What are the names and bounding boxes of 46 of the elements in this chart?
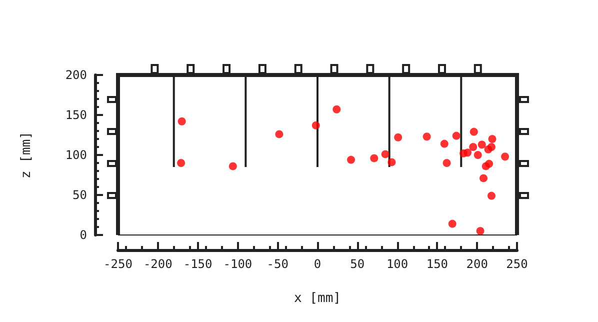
x-tick-label: -150 [183,257,212,271]
point [488,135,496,143]
y-tick-label: 150 [65,108,87,122]
point [448,220,456,228]
point [470,128,478,136]
point [440,140,448,148]
point [452,132,460,140]
point [370,154,378,162]
point [464,148,472,157]
point [476,227,484,235]
point [275,130,284,138]
point [479,174,488,182]
point [177,159,186,167]
x-tick-label: -200 [143,257,172,271]
point [394,133,402,142]
y-axis-title: z [mm] [19,132,34,178]
point [474,151,482,159]
x-tick-label: 150 [426,257,448,271]
point [381,150,390,158]
point [422,132,431,141]
y-tick-label: 100 [65,148,87,162]
point [487,192,496,200]
point [482,162,490,170]
point [484,145,492,154]
x-tick-label: 50 [350,257,365,271]
x-tick-label: -100 [223,257,252,271]
x-tick-label: 250 [506,257,528,271]
point [312,121,320,130]
point [469,143,478,151]
point [442,159,451,167]
point [388,158,396,166]
y-tick-label: 50 [72,188,87,202]
point [228,162,237,170]
x-tick-label: -50 [266,257,288,271]
point [178,117,186,126]
y-tick-label: 200 [65,68,87,82]
point [501,152,510,161]
x-tick-label: 0 [314,257,322,271]
point [347,156,356,164]
x-axis-title: x [mm] [294,291,341,306]
y-tick-label: 0 [80,228,87,242]
point [478,140,486,149]
x-tick-label: 200 [466,257,488,271]
x-tick-label: 100 [386,257,408,271]
x-tick-label: -250 [104,257,132,271]
point [332,105,341,114]
